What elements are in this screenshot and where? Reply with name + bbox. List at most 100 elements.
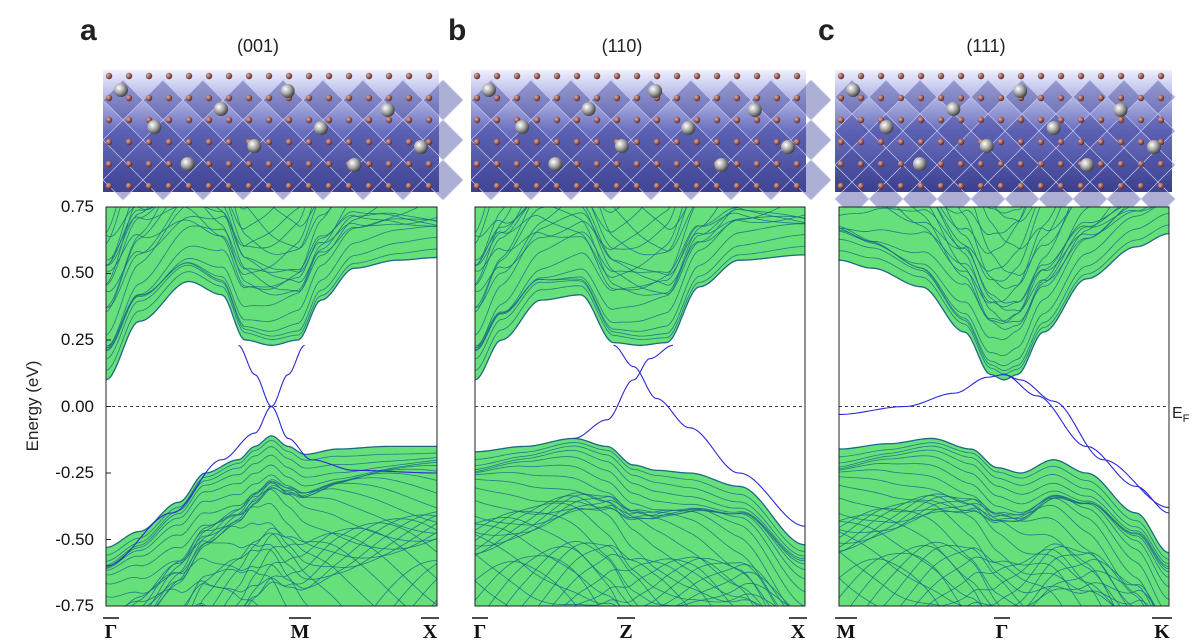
atom-small [1117, 182, 1125, 190]
bulk-subband-line [885, 207, 1037, 272]
atom-small [837, 182, 845, 190]
atom-small [325, 160, 333, 168]
atom-small [285, 138, 293, 146]
bulk-subband-line [839, 207, 1124, 322]
atom-small [713, 182, 721, 190]
atom-small [693, 138, 701, 146]
atom-small [493, 138, 501, 146]
atom-small [533, 94, 541, 102]
atom-small [185, 94, 193, 102]
bulk-subband-line [945, 207, 1041, 282]
kpoint-label-m: M [837, 621, 856, 642]
atom-small [493, 116, 501, 124]
atom-small [1157, 94, 1165, 102]
atom-large [147, 120, 162, 134]
atom-large [681, 121, 696, 135]
atom-large [247, 139, 262, 153]
atom-large [648, 84, 663, 98]
atom-large [879, 120, 894, 134]
bulk-subband-line [488, 546, 620, 606]
atom-large [214, 102, 228, 116]
atom-large [1080, 158, 1095, 172]
atom-small [305, 160, 313, 168]
kpoint-labels-c: M Γ K [835, 617, 1172, 642]
atom-small [513, 94, 521, 102]
bulk-subband-line [839, 552, 962, 606]
octahedron-shape [590, 159, 632, 201]
bulk-conduction-continuum [839, 207, 1169, 380]
atom-small [977, 94, 985, 102]
atom-small [713, 116, 721, 124]
bulk-subband-line [106, 248, 437, 371]
atom-small [473, 72, 481, 80]
atom-small [753, 138, 761, 146]
bulk-subband-line [475, 207, 805, 352]
atom-small [1097, 72, 1105, 80]
atom-small [977, 182, 985, 190]
atom-small [305, 72, 313, 80]
atom-small [897, 116, 905, 124]
atom-small [405, 94, 413, 102]
atom-small [897, 160, 905, 168]
bulk-subband-line [475, 500, 805, 606]
y-tick-label: 0.50 [61, 263, 94, 282]
bulk-subband-line [106, 211, 437, 352]
bulk-subband-line [235, 532, 437, 606]
atom-small [245, 94, 253, 102]
atom-small [573, 72, 581, 80]
atom-small [837, 138, 845, 146]
atom-small [105, 94, 113, 102]
bulk-subband-line [537, 544, 689, 606]
atom-small [145, 160, 153, 168]
atom-small [917, 94, 925, 102]
atom-small [513, 182, 521, 190]
bulk-subband-line [156, 481, 437, 606]
atom-small [593, 160, 601, 168]
atom-small [1057, 182, 1065, 190]
y-tick-label: -0.50 [55, 530, 94, 549]
atom-small [613, 72, 621, 80]
atom-small [105, 138, 113, 146]
atom-small [473, 94, 481, 102]
bulk-subband-line [926, 548, 1102, 606]
bulk-subband-line [106, 439, 437, 556]
panel-letter-b: b [448, 14, 466, 47]
bulk-subband-line [475, 504, 789, 606]
atom-large [114, 83, 128, 97]
atom-small [673, 182, 681, 190]
bulk-conduction-continuum [475, 207, 805, 380]
atom-small [653, 116, 661, 124]
atom-small [877, 94, 885, 102]
atom-small [1077, 116, 1085, 124]
bulk-subband-line [591, 207, 676, 250]
atom-small [345, 138, 353, 146]
bulk-edge-line [106, 435, 437, 549]
atom-large [946, 102, 961, 116]
atom-small [285, 72, 293, 80]
bulk-subband-line [563, 558, 734, 606]
bulk-subband-line [475, 523, 785, 606]
atom-small [185, 72, 193, 80]
atom-small [245, 160, 253, 168]
atom-small [245, 182, 253, 190]
atom-small [345, 72, 353, 80]
atom-small [125, 160, 133, 168]
atom-small [1077, 72, 1085, 80]
atom-small [957, 160, 965, 168]
atom-small [957, 72, 965, 80]
atom-small [633, 72, 641, 80]
bulk-subband-line [936, 207, 1111, 323]
atom-small [265, 94, 273, 102]
bulk-subband-line [223, 533, 407, 606]
bulk-subband-line [475, 487, 805, 593]
atom-large [482, 83, 496, 97]
band-plot-001 [105, 206, 438, 607]
atom-small [1157, 72, 1165, 80]
bulk-subband-line [839, 494, 1162, 606]
bulk-subband-line [475, 456, 805, 562]
atom-small [1097, 160, 1105, 168]
y-axis-label: Energy (eV) [23, 361, 42, 452]
atom-small [613, 116, 621, 124]
atom-small [1037, 182, 1045, 190]
atom-small [917, 182, 925, 190]
